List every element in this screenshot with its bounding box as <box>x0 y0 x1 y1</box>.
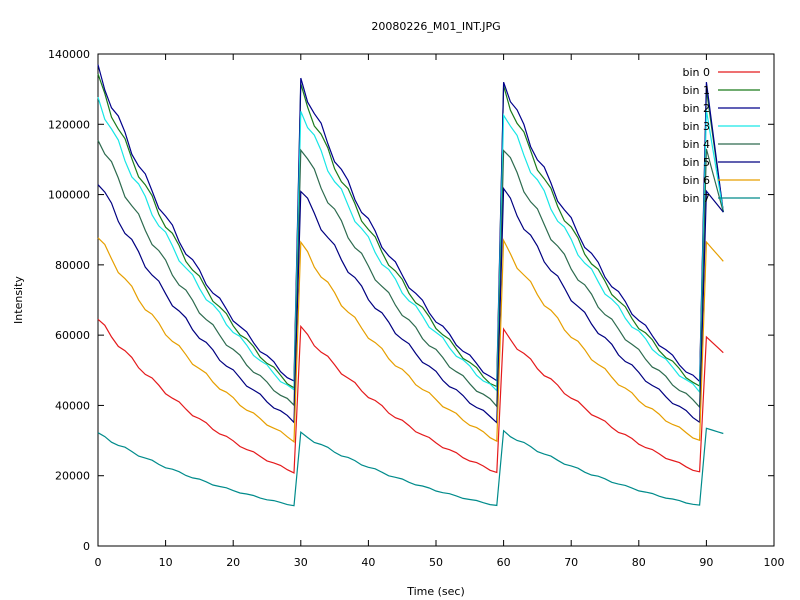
legend-label: bin 7 <box>682 192 710 205</box>
series-lines <box>97 64 724 507</box>
series-line-bin-5 <box>97 184 724 425</box>
legend-label: bin 5 <box>682 156 710 169</box>
y-tick-label: 120000 <box>48 118 90 131</box>
legend-label: bin 4 <box>682 138 710 151</box>
x-tick-label: 50 <box>429 556 443 569</box>
legend-label: bin 0 <box>682 66 710 79</box>
x-tick-label: 100 <box>764 556 785 569</box>
x-tick-label: 60 <box>497 556 511 569</box>
x-tick-label: 90 <box>699 556 713 569</box>
y-tick-label: 80000 <box>55 259 90 272</box>
series-line-bin-6 <box>97 237 724 443</box>
series-line-bin-4 <box>97 140 724 409</box>
y-tick-label: 140000 <box>48 48 90 61</box>
x-tick-label: 20 <box>226 556 240 569</box>
x-tick-label: 0 <box>95 556 102 569</box>
legend-label: bin 1 <box>682 84 710 97</box>
x-tick-label: 40 <box>361 556 375 569</box>
legend: bin 0 bin 1 bin 2 bin 3 bin 4 bin 5 bin 6 bin 7 <box>682 66 760 205</box>
series-line-bin-3 <box>97 97 724 394</box>
y-axis-label: Intensity <box>12 276 25 324</box>
y-tick-label: 20000 <box>55 470 90 483</box>
x-tick-label: 10 <box>159 556 173 569</box>
x-tick-label: 80 <box>632 556 646 569</box>
x-axis-label: Time (sec) <box>406 585 465 598</box>
legend-label: bin 2 <box>682 102 710 115</box>
plot-frame <box>97 53 775 547</box>
y-tick-label: 0 <box>83 540 90 553</box>
y-tick-label: 60000 <box>55 329 90 342</box>
x-tick-label: 70 <box>564 556 578 569</box>
axis-ticks: 0 10 20 30 40 50 60 70 80 90 100 0 20000 40000 60000 80… <box>48 48 785 569</box>
series-line-bin-1 <box>97 73 724 389</box>
legend-label: bin 6 <box>682 174 710 187</box>
series-line-bin-0 <box>97 318 724 474</box>
series-line-bin-7 <box>97 427 724 507</box>
series-line-bin-2 <box>97 64 724 383</box>
legend-label: bin 3 <box>682 120 710 133</box>
chart-title: 20080226_M01_INT.JPG <box>371 20 500 33</box>
y-tick-label: 100000 <box>48 189 90 202</box>
x-tick-label: 30 <box>294 556 308 569</box>
y-tick-label: 40000 <box>55 399 90 412</box>
